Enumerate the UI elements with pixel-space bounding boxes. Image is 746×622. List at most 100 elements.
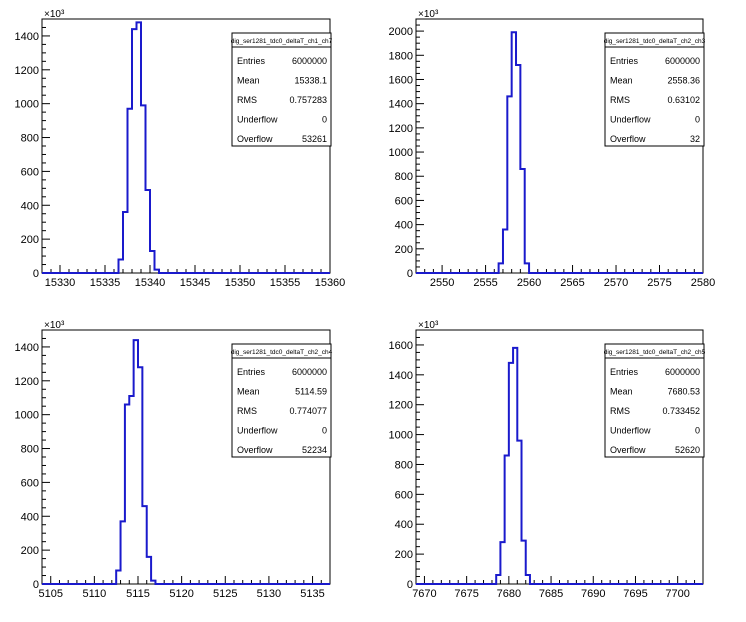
stats-title: dig_ser1281_tdc0_deltaT_ch2_ch3: [604, 38, 706, 45]
x-tick-label: 5130: [257, 588, 281, 600]
x-tick-label: 2580: [691, 277, 715, 289]
stats-value-underflow: 0: [322, 115, 327, 125]
stats-value-entries: 6000000: [665, 367, 700, 377]
histogram-bin: [525, 263, 529, 273]
stats-value-rms: 0.757283: [289, 95, 327, 105]
y-tick-label: 1600: [389, 340, 413, 352]
stats-value-mean: 7680.53: [667, 387, 700, 397]
histogram-panel-2: 2550 2555 2560 2565 2570 2575 2580 0 200 400 600 80…: [389, 9, 716, 289]
stats-label-mean: Mean: [610, 76, 633, 86]
histogram-bin: [513, 348, 517, 584]
y-tick-label: 0: [33, 268, 39, 280]
stats-title: dig_ser1281_tdc0_deltaT_ch2_ch4: [231, 349, 333, 356]
y-tick-label: 400: [395, 519, 413, 531]
histogram-bin: [137, 22, 142, 273]
histogram-bin: [128, 109, 133, 273]
histogram-series: [42, 21, 330, 274]
y-tick-label: 1200: [389, 123, 413, 135]
stats-label-entries: Entries: [237, 56, 266, 66]
histogram-series: [416, 31, 703, 274]
histogram-bin: [151, 581, 155, 584]
stats-box-frame: [604, 343, 705, 458]
x-tick-label: 5105: [38, 588, 62, 600]
x-tick-label: 2555: [473, 277, 497, 289]
y-tick-label: 800: [21, 133, 39, 145]
histogram-bin: [129, 396, 133, 584]
y-tick-label: 200: [21, 545, 39, 557]
stats-label-underflow: Underflow: [610, 426, 651, 436]
histogram-bin: [134, 340, 138, 584]
histogram-bin: [522, 541, 526, 584]
y-tick-label: 600: [395, 489, 413, 501]
y-tick-label: 800: [395, 459, 413, 471]
x-tick-label: 7700: [665, 588, 689, 600]
y-tick-label: 800: [395, 171, 413, 183]
stats-label-rms: RMS: [610, 95, 630, 105]
stats-label-rms: RMS: [237, 406, 257, 416]
y-tick-label: 2000: [389, 26, 413, 38]
stats-title: dig_ser1281_tdc0_deltaT_ch1_ch7: [231, 38, 333, 45]
stats-value-overflow: 52234: [302, 445, 327, 455]
x-tick-label: 2570: [604, 277, 628, 289]
y-tick-label: 0: [407, 579, 413, 591]
histogram-bin: [116, 570, 120, 584]
stats-value-mean: 2558.36: [667, 76, 700, 86]
histogram-bin: [155, 270, 160, 273]
x-tick-label: 7695: [623, 588, 647, 600]
x-tick-label: 7680: [497, 588, 521, 600]
histogram-bin: [123, 212, 128, 273]
y-tick-label: 1000: [15, 99, 39, 111]
histogram-bin: [520, 169, 524, 273]
stats-value-underflow: 0: [695, 426, 700, 436]
x-tick-label: 5120: [169, 588, 193, 600]
stats-value-mean: 5114.59: [295, 387, 327, 397]
histogram-bin: [150, 251, 155, 273]
stats-label-mean: Mean: [610, 387, 633, 397]
stats-label-overflow: Overflow: [610, 445, 646, 455]
y-tick-label: 600: [395, 195, 413, 207]
y-tick-label: 1200: [15, 65, 39, 77]
stats-label-overflow: Overflow: [237, 134, 273, 144]
x-tick-label: 2560: [517, 277, 541, 289]
x-tick-label: 5110: [83, 588, 107, 600]
y-multiplier-label: ×10³: [44, 9, 65, 20]
stats-label-entries: Entries: [237, 367, 266, 377]
stats-label-underflow: Underflow: [237, 426, 278, 436]
histogram-panel-4: 7670 7675 7680 7685 7690 7695 7700 0 200 400 600 80…: [389, 320, 706, 600]
stats-value-entries: 6000000: [665, 56, 700, 66]
stats-box: dig_ser1281_tdc0_deltaT_ch2_ch5 Entries 60…: [604, 343, 706, 458]
stats-value-overflow: 53261: [302, 134, 327, 144]
y-tick-label: 200: [395, 549, 413, 561]
stats-label-mean: Mean: [237, 76, 260, 86]
y-tick-label: 1400: [15, 31, 39, 43]
histogram-bin: [516, 65, 520, 273]
y-tick-label: 400: [21, 200, 39, 212]
histogram-bin: [119, 259, 124, 273]
x-tick-label: 15355: [270, 277, 301, 289]
stats-value-underflow: 0: [322, 426, 327, 436]
x-tick-label: 15350: [225, 277, 256, 289]
y-tick-label: 200: [395, 244, 413, 256]
y-tick-label: 400: [395, 220, 413, 232]
x-tick-label: 5135: [300, 588, 324, 600]
x-tick-label: 5115: [126, 588, 150, 600]
stats-label-rms: RMS: [610, 406, 630, 416]
x-tick-label: 15335: [90, 277, 121, 289]
stats-value-entries: 6000000: [292, 367, 327, 377]
y-multiplier-label: ×10³: [418, 9, 439, 20]
histogram-bin: [499, 263, 503, 273]
x-tick-label: 5125: [213, 588, 237, 600]
y-tick-label: 1400: [15, 342, 39, 354]
histogram-panel-3: 5105 5110 5115 5120 5125 5130 5135 0 200 400 600 80…: [15, 320, 333, 600]
histogram-bin: [141, 105, 146, 273]
histogram-bin: [507, 96, 511, 273]
y-tick-label: 0: [33, 579, 39, 591]
y-tick-label: 400: [21, 511, 39, 523]
stats-box-frame: [231, 32, 332, 147]
stats-box-frame: [231, 343, 332, 458]
histogram-bin: [500, 542, 504, 584]
y-tick-label: 1000: [389, 430, 413, 442]
stats-value-rms: 0.774077: [289, 406, 327, 416]
histogram-series: [416, 346, 703, 585]
stats-box: dig_ser1281_tdc0_deltaT_ch2_ch3 Entries 60…: [604, 32, 706, 147]
